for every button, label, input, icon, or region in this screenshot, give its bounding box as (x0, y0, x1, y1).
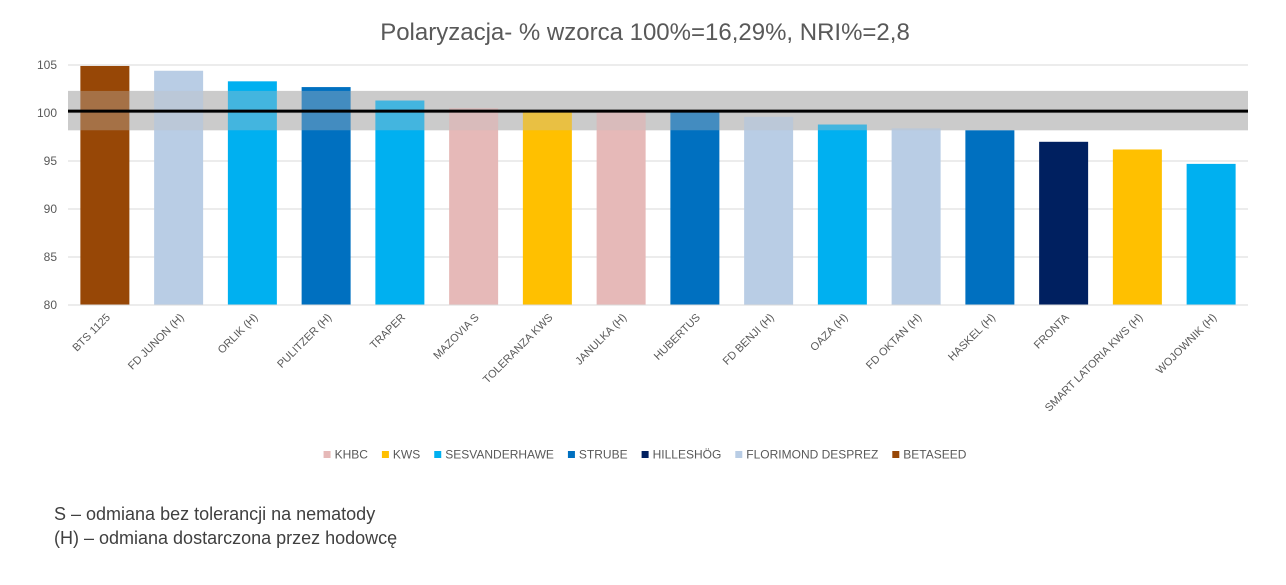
legend-label: SESVANDERHAWE (445, 448, 554, 462)
x-tick-label: PULITZER (H) (275, 312, 334, 371)
legend-swatch (381, 451, 389, 458)
legend-label: FLORIMOND DESPREZ (746, 448, 878, 462)
y-tick-label: 85 (44, 250, 58, 264)
legend-swatch (892, 451, 900, 458)
legend-swatch (735, 451, 743, 458)
bar (301, 87, 351, 305)
bar (522, 110, 572, 306)
footnotes: S – odmiana bez tolerancji na nematody (… (54, 502, 397, 550)
legend-label: STRUBE (579, 448, 628, 462)
bars (68, 65, 1248, 306)
legend-item: FLORIMOND DESPREZ (735, 448, 878, 462)
x-tick-label: FD OKTAN (H) (864, 312, 924, 372)
x-tick-label: WOJOWNIK (H) (1154, 312, 1219, 377)
bar (891, 128, 941, 305)
y-tick-label: 95 (44, 154, 58, 168)
y-tick-label: 90 (44, 202, 58, 216)
x-tick-label: HUBERTUS (652, 312, 703, 363)
footnote-h: (H) – odmiana dostarczona przez hodowcę (54, 528, 398, 548)
x-tick-label: OAZA (H) (808, 312, 850, 354)
x-tick-label: MAZOVIA S (431, 312, 481, 362)
x-tick-label: HASKEL (H) (946, 312, 998, 364)
bar (1186, 163, 1236, 305)
y-axis: 80 85 90 95 100 105 (37, 58, 57, 312)
footnote-s: S – odmiana bez tolerancji na nematody (54, 504, 376, 524)
x-tick-label: FD BENJI (H) (721, 312, 777, 368)
x-tick-label: JANULKA (H) (573, 312, 629, 368)
x-tick-label: FRONTA (1032, 311, 1072, 351)
legend-label: HILLESHÖG (653, 448, 722, 462)
legend-item: KWS (381, 448, 420, 462)
chart-title: Polaryzacja- % wzorca 100%=16,29%, NRI%=… (380, 19, 910, 46)
bar-chart: Polaryzacja- % wzorca 100%=16,29%, NRI%=… (37, 19, 1248, 462)
x-tick-label: TOLERANZA KWS (481, 312, 555, 386)
legend-swatch (641, 451, 649, 458)
x-tick-label: FD JUNON (H) (126, 312, 187, 373)
bar (744, 116, 794, 305)
bar (227, 81, 277, 305)
legend: KHBC KWS SESVANDERHAWE STRUBE HILLESHÖG FLORI… (323, 448, 967, 462)
y-tick-label: 100 (37, 106, 57, 120)
bar (375, 100, 425, 306)
bar (965, 130, 1015, 305)
bar (1112, 149, 1162, 305)
bar (670, 112, 720, 305)
bar (596, 111, 646, 305)
y-tick-label: 105 (37, 58, 57, 72)
bar (449, 108, 499, 305)
legend-label: KWS (393, 448, 420, 462)
legend-item: BETASEED (892, 448, 967, 462)
legend-swatch (567, 451, 575, 458)
bar (80, 65, 130, 306)
x-tick-label: TRAPER (368, 312, 408, 352)
legend-item: KHBC (323, 448, 369, 462)
legend-swatch (434, 451, 442, 458)
legend-label: BETASEED (903, 448, 966, 462)
y-tick-label: 80 (44, 298, 58, 312)
legend-label: KHBC (335, 448, 369, 462)
x-tick-label: ORLIK (H) (216, 312, 261, 357)
bar (1039, 141, 1089, 305)
bar (817, 124, 867, 306)
legend-swatch (323, 451, 331, 458)
legend-item: SESVANDERHAWE (434, 448, 554, 462)
x-tick-label: BTS 1125 (70, 312, 113, 355)
x-axis: BTS 1125 FD JUNON (H) ORLIK (H) PULITZER (H… (68, 304, 1248, 414)
legend-item: STRUBE (567, 448, 628, 462)
legend-item: HILLESHÖG (641, 448, 722, 462)
